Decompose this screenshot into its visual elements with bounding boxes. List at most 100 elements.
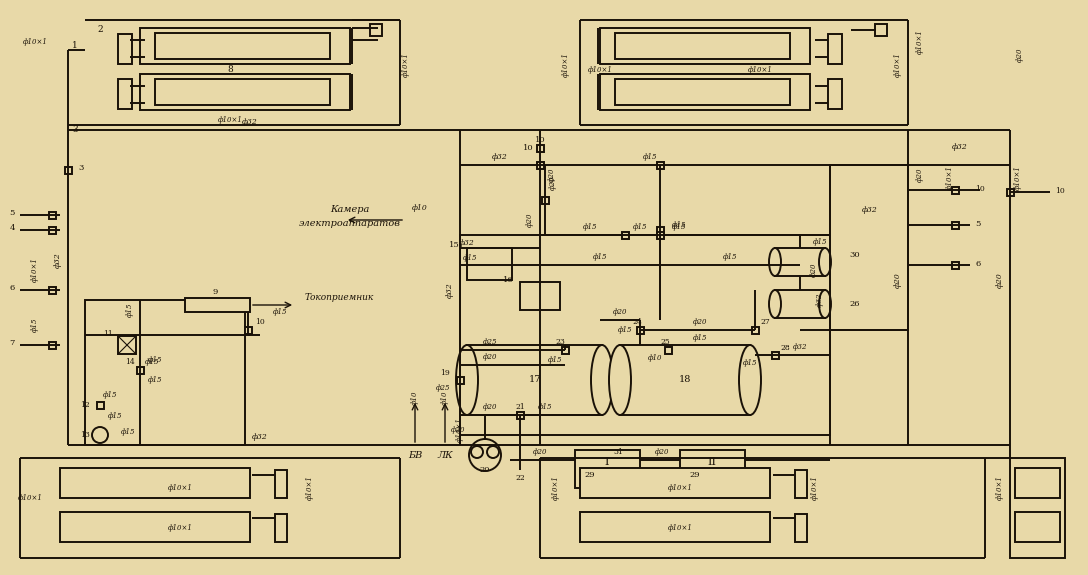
Bar bbox=[520, 282, 560, 310]
Ellipse shape bbox=[739, 345, 761, 415]
Text: ф10×1: ф10×1 bbox=[1014, 166, 1022, 190]
Text: ф32: ф32 bbox=[492, 153, 508, 161]
Text: ф15: ф15 bbox=[618, 326, 632, 334]
Text: ф10: ф10 bbox=[441, 391, 449, 405]
Text: ф10×1: ф10×1 bbox=[996, 476, 1004, 500]
Text: 26: 26 bbox=[850, 300, 861, 308]
Bar bbox=[561, 347, 569, 354]
Bar bbox=[467, 345, 602, 415]
Bar bbox=[615, 79, 790, 105]
Bar bbox=[621, 232, 629, 239]
Text: ф15: ф15 bbox=[148, 356, 162, 364]
Bar bbox=[49, 227, 55, 233]
Bar bbox=[952, 221, 959, 228]
Bar bbox=[665, 347, 671, 354]
Text: ф20: ф20 bbox=[533, 448, 547, 456]
Text: ф32: ф32 bbox=[54, 252, 62, 268]
Text: 8: 8 bbox=[227, 66, 233, 75]
Text: электроаппаратов: электроаппаратов bbox=[299, 218, 401, 228]
Bar bbox=[599, 74, 809, 110]
Text: 27: 27 bbox=[761, 318, 769, 326]
Text: ф15: ф15 bbox=[148, 376, 162, 384]
Text: ф10×1: ф10×1 bbox=[456, 417, 463, 442]
Text: ф10×1: ф10×1 bbox=[916, 29, 924, 55]
Text: ЛК: ЛК bbox=[437, 450, 453, 459]
Bar bbox=[580, 468, 770, 498]
Bar bbox=[615, 33, 790, 59]
Bar bbox=[771, 351, 779, 358]
Text: ф15: ф15 bbox=[537, 403, 553, 411]
Bar bbox=[1015, 512, 1060, 542]
Text: 10: 10 bbox=[534, 136, 545, 144]
Text: ф20: ф20 bbox=[483, 403, 497, 411]
Bar bbox=[60, 468, 250, 498]
Bar bbox=[370, 24, 382, 36]
Bar bbox=[49, 212, 55, 218]
Text: ф20: ф20 bbox=[1016, 48, 1024, 62]
Circle shape bbox=[469, 439, 500, 471]
Text: ф15: ф15 bbox=[121, 428, 135, 436]
Text: ф15: ф15 bbox=[102, 391, 118, 399]
Text: 2: 2 bbox=[97, 25, 102, 34]
Text: ф15: ф15 bbox=[672, 223, 687, 231]
Bar bbox=[460, 235, 830, 435]
Text: ф15: ф15 bbox=[722, 253, 738, 261]
Text: 3: 3 bbox=[72, 125, 78, 135]
Bar bbox=[542, 197, 548, 204]
Text: ф15: ф15 bbox=[593, 253, 607, 261]
Text: ф20: ф20 bbox=[613, 308, 628, 316]
Bar bbox=[620, 345, 750, 415]
Bar bbox=[680, 450, 745, 488]
Text: ф15: ф15 bbox=[743, 359, 757, 367]
Text: ф32: ф32 bbox=[793, 343, 807, 351]
Bar bbox=[952, 262, 959, 269]
Bar bbox=[752, 327, 758, 334]
Circle shape bbox=[487, 446, 499, 458]
Text: ф32: ф32 bbox=[243, 118, 258, 126]
Text: 14: 14 bbox=[125, 358, 135, 366]
Bar bbox=[140, 28, 350, 64]
Text: ф15: ф15 bbox=[547, 356, 562, 364]
Bar bbox=[467, 248, 512, 280]
Bar bbox=[795, 470, 807, 498]
Text: 25: 25 bbox=[660, 338, 670, 346]
Text: II: II bbox=[707, 457, 717, 467]
Text: 30: 30 bbox=[850, 251, 861, 259]
Bar bbox=[775, 290, 825, 318]
Text: 7: 7 bbox=[10, 339, 15, 347]
Text: 5: 5 bbox=[975, 220, 980, 228]
Text: 10: 10 bbox=[522, 144, 533, 152]
Text: 23: 23 bbox=[555, 338, 565, 346]
Text: ф25: ф25 bbox=[483, 338, 497, 346]
Text: 15: 15 bbox=[449, 241, 460, 249]
Bar bbox=[636, 327, 643, 334]
Bar bbox=[795, 514, 807, 542]
Text: 19: 19 bbox=[441, 369, 450, 377]
Bar bbox=[574, 450, 640, 488]
Text: Камера: Камера bbox=[331, 205, 370, 214]
Text: ф15: ф15 bbox=[813, 238, 827, 246]
Ellipse shape bbox=[819, 248, 831, 276]
Text: ф10: ф10 bbox=[412, 204, 428, 212]
Text: ф10×1: ф10×1 bbox=[552, 476, 560, 500]
Bar bbox=[154, 79, 330, 105]
Text: 31: 31 bbox=[613, 448, 623, 456]
Bar bbox=[118, 79, 132, 109]
Bar bbox=[580, 512, 770, 542]
Text: 28: 28 bbox=[780, 344, 790, 352]
Ellipse shape bbox=[456, 345, 478, 415]
Text: ф15: ф15 bbox=[273, 308, 287, 316]
Text: ф15: ф15 bbox=[126, 303, 134, 317]
Bar bbox=[245, 327, 251, 334]
Text: БВ: БВ bbox=[408, 450, 422, 459]
Ellipse shape bbox=[819, 290, 831, 318]
Text: 3: 3 bbox=[78, 164, 84, 172]
Text: 10: 10 bbox=[255, 318, 264, 326]
Text: ф10×1: ф10×1 bbox=[747, 66, 772, 74]
Text: 10: 10 bbox=[975, 185, 985, 193]
Bar bbox=[656, 162, 664, 168]
Text: 17: 17 bbox=[529, 375, 541, 385]
Bar bbox=[828, 34, 842, 64]
Text: 22: 22 bbox=[515, 474, 524, 482]
Text: ф20: ф20 bbox=[996, 272, 1004, 288]
